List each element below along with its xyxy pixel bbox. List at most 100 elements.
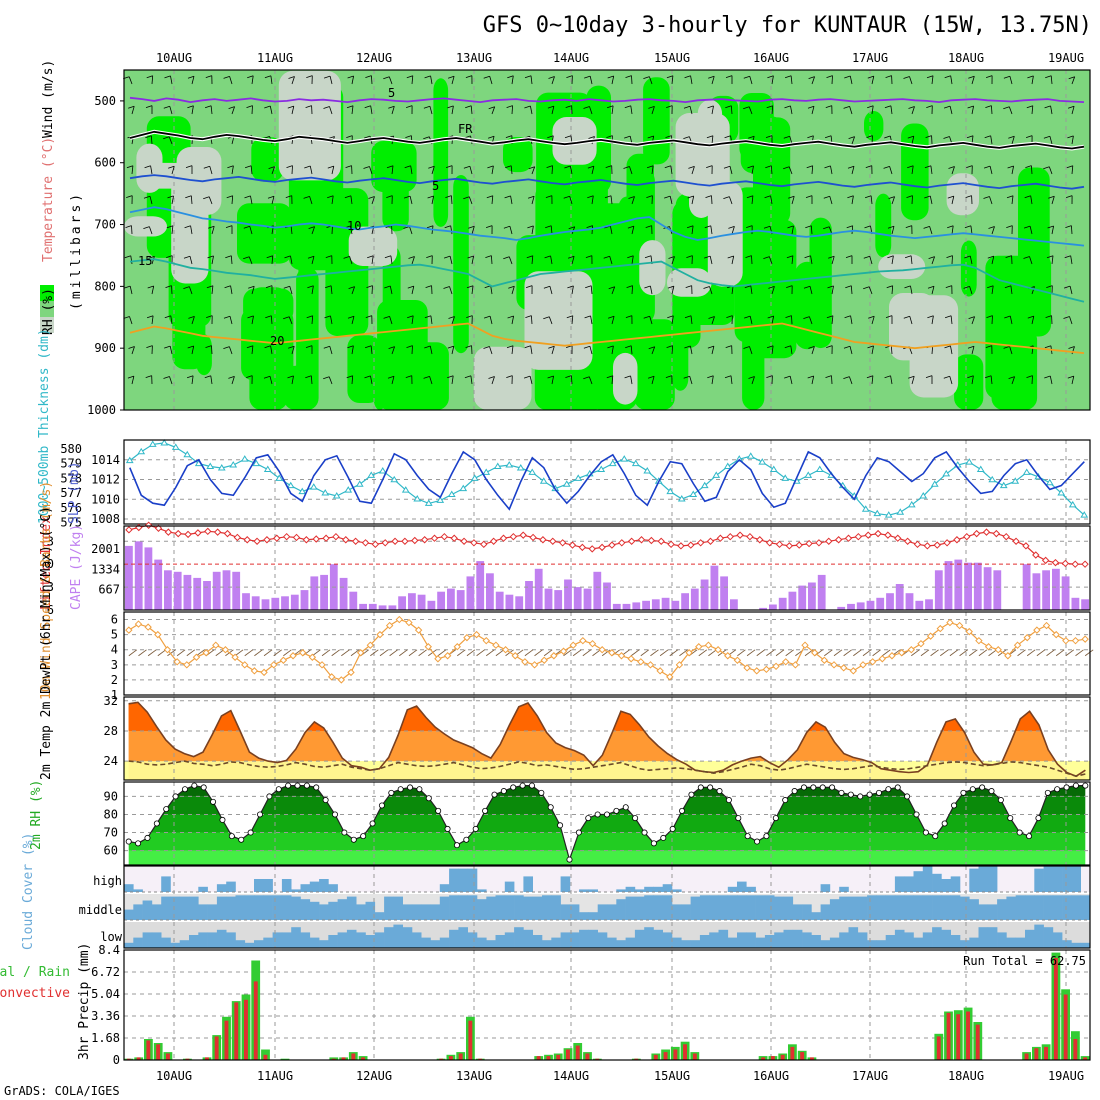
wind-barb-feather <box>488 376 495 379</box>
wind-barb <box>969 286 973 295</box>
wind-barb-feather <box>465 75 473 78</box>
cloud-bar-high <box>746 886 756 892</box>
wind-barb <box>290 255 293 265</box>
wind-barb <box>1049 136 1053 145</box>
wind-barb-feather <box>185 195 192 199</box>
cloud-bar-middle <box>802 904 812 920</box>
precip-convective-bar <box>156 1044 161 1060</box>
cape-bar <box>261 599 270 610</box>
wind-barb-feather <box>606 105 614 109</box>
cape-bar <box>876 597 885 610</box>
wind-barb-10m <box>476 649 485 657</box>
rh-dry-patch <box>639 240 666 296</box>
wind-barb-10m <box>708 649 717 657</box>
wind-barb <box>329 76 333 85</box>
wind-barb-feather <box>404 165 411 169</box>
thickness-marker <box>459 484 468 492</box>
wind-barb-feather <box>384 255 392 259</box>
li-marker <box>854 532 863 541</box>
cloud-bar-low <box>811 935 821 948</box>
wind-barb <box>871 345 874 355</box>
wind-barb-feather <box>227 165 234 169</box>
cloud-bar-middle <box>133 904 143 920</box>
wind-barb-10m <box>215 649 225 657</box>
wind-barb <box>1069 286 1073 295</box>
wind-barb <box>211 226 215 235</box>
ylabel-thickness: 1000~500mb Thickness (dm) <box>37 328 52 524</box>
dewpoint-line <box>128 760 1086 778</box>
wind-barb-feather <box>825 105 832 108</box>
wind-barb <box>491 255 493 265</box>
wind-barb <box>370 345 373 355</box>
wind-barb-10m <box>418 649 427 657</box>
wind-barb <box>431 195 434 205</box>
precip-labels: 3hr Precip (mm) Total / Rain Convective … <box>0 943 1086 1060</box>
wind-barb-feather <box>187 345 194 349</box>
wind-barb <box>690 345 693 355</box>
cloud-bar-middle <box>867 895 877 920</box>
cloud-bar-low <box>356 932 366 948</box>
wind-barb <box>430 315 433 325</box>
cloud-bar-middle <box>839 896 849 920</box>
wind-barb <box>971 316 975 325</box>
wind-barb-10m <box>254 649 263 657</box>
cloud-bar-low <box>560 932 571 948</box>
legend-total-rain: Total / Rain <box>0 965 70 980</box>
li-marker <box>963 532 971 541</box>
cloud-layer-low: low <box>100 930 122 944</box>
wind-barb <box>450 225 453 235</box>
wind-barb-feather <box>1023 256 1030 259</box>
cloud-bar-low <box>328 935 338 948</box>
cloud-bar-high <box>254 879 264 892</box>
wind-barb-feather <box>747 165 754 169</box>
wind-barb-feather <box>943 136 950 139</box>
wind-barb-feather <box>347 345 354 349</box>
wind-speed-marker <box>569 641 577 649</box>
cape-bar <box>554 590 563 610</box>
cloud-bar-middle <box>170 896 180 920</box>
wind-barb-feather <box>607 75 614 79</box>
wind-barb <box>1009 76 1013 85</box>
cloud-bar-middle <box>189 896 199 920</box>
li-marker <box>342 536 350 544</box>
cape-bar <box>378 605 387 610</box>
rh-marker <box>1082 782 1089 789</box>
wind-barb-feather <box>1047 225 1054 229</box>
thickness-marker <box>574 474 583 481</box>
cloud-bar-middle <box>477 899 487 920</box>
wind-barb-feather <box>805 195 813 198</box>
wind-barb <box>769 256 773 265</box>
slp-tick: 1008 <box>91 512 120 526</box>
thickness-tick: 577 <box>60 486 82 500</box>
rh-marker <box>285 782 292 789</box>
wind-barb-feather <box>185 165 193 168</box>
cloud-bar-high <box>672 889 682 892</box>
cape-bar <box>934 570 943 610</box>
rh-marker <box>181 786 188 793</box>
li-tick: 3 <box>47 580 54 594</box>
cape-bar <box>359 603 367 610</box>
wind-barb <box>791 225 794 235</box>
wind-barb-feather <box>226 195 233 199</box>
wind-barb <box>789 376 793 385</box>
wind-barb-feather <box>563 195 570 199</box>
rh-marker <box>482 807 489 814</box>
wind-barb-feather <box>968 75 975 79</box>
wind-barb-feather <box>406 75 413 79</box>
cloud-bar-middle <box>300 899 311 920</box>
rh-marker <box>969 786 976 793</box>
cloud-bar-middle <box>672 904 682 920</box>
wind-barb <box>971 76 975 85</box>
cloud-bar-low <box>857 932 868 948</box>
cloud-bar-low <box>1015 937 1026 948</box>
cloud-bar-middle <box>616 899 626 920</box>
wind-barb <box>530 75 533 85</box>
wind-barb <box>631 75 633 85</box>
rh-marker <box>622 804 629 811</box>
rh-marker <box>1054 786 1061 793</box>
li-marker <box>805 539 813 548</box>
rh-moist-patch <box>382 245 401 389</box>
wind-barb-10m <box>321 649 331 657</box>
wind-barb-10m <box>370 649 379 657</box>
wind-barb <box>530 345 533 355</box>
